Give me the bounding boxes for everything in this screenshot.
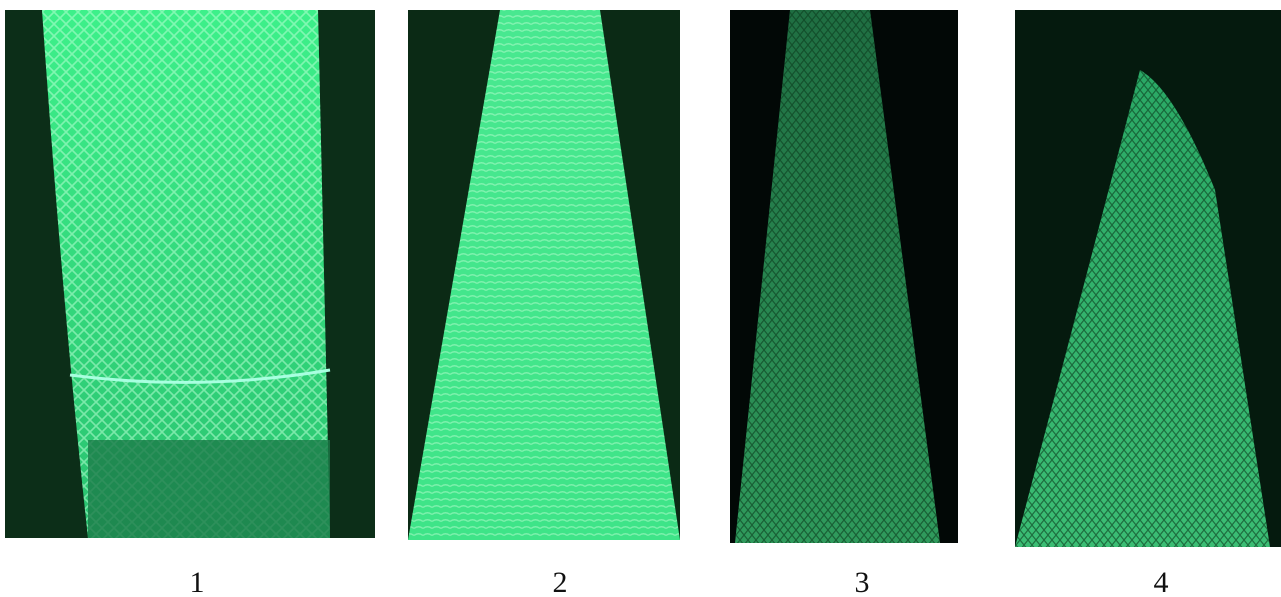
panel-label: 2 — [553, 566, 568, 597]
panel-label: 4 — [1154, 566, 1169, 597]
photo-1 — [5, 10, 375, 538]
photo-4 — [1015, 10, 1281, 547]
photo-2 — [408, 10, 680, 540]
panel-label: 3 — [855, 566, 870, 597]
photo-3 — [730, 10, 958, 543]
panel-label: 1 — [190, 566, 205, 597]
